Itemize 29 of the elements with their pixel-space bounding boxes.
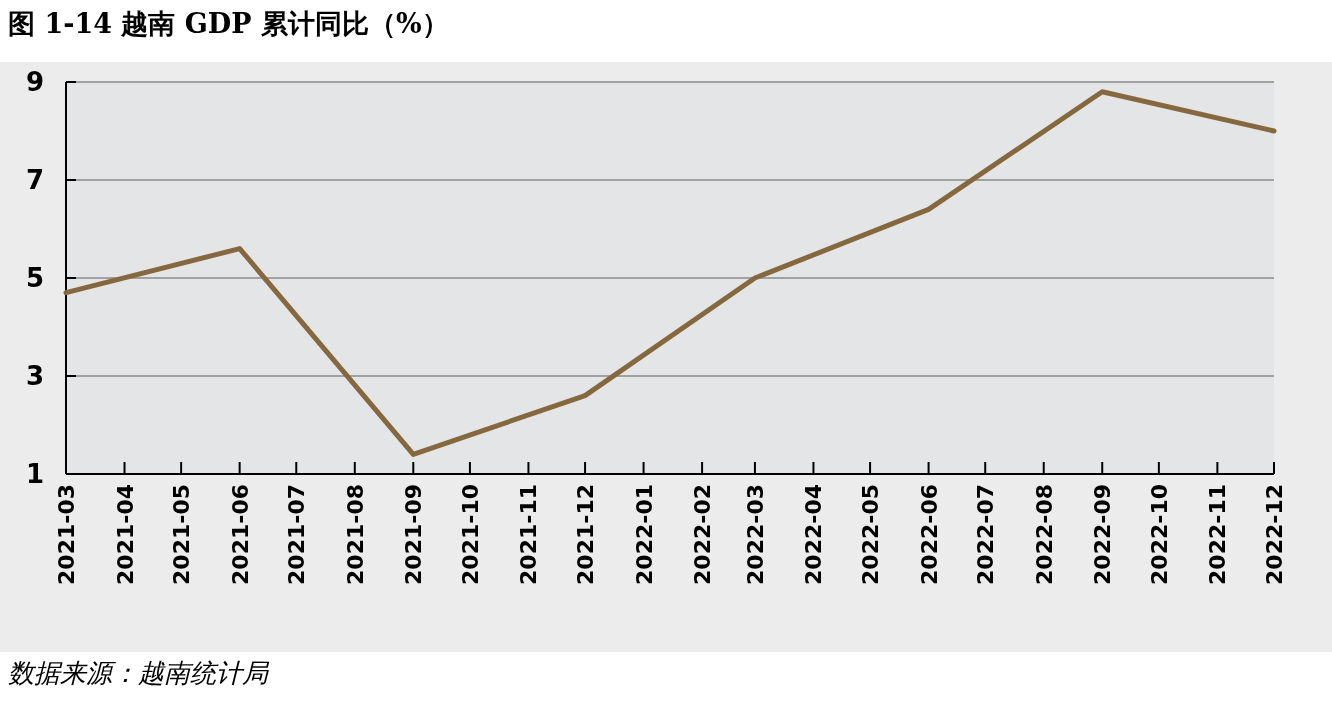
x-tick-label: 2021-08 (342, 484, 368, 585)
chart-title: 图 1-14 越南 GDP 累计同比（%） (8, 8, 449, 39)
x-tick-label: 2021-10 (457, 484, 483, 585)
x-tick-label: 2022-06 (916, 484, 942, 585)
x-tick-label: 2022-05 (858, 484, 884, 585)
y-tick-label: 1 (25, 459, 44, 489)
x-tick-label: 2022-11 (1205, 484, 1231, 585)
source-note: 数据来源：越南统计局 (8, 658, 270, 688)
x-tick-label: 2022-10 (1146, 484, 1172, 585)
x-tick-label: 2021-09 (401, 484, 427, 585)
x-tick-label: 2022-03 (742, 484, 768, 585)
y-tick-label: 3 (25, 361, 44, 391)
y-tick-label: 9 (25, 67, 44, 97)
x-tick-label: 2021-03 (54, 484, 79, 585)
x-tick-label: 2021-05 (169, 484, 195, 585)
x-tick-label: 2022-04 (801, 484, 827, 585)
x-tick-label: 2021-11 (516, 484, 542, 585)
x-tick-label: 2021-12 (573, 484, 599, 585)
x-tick-label: 2022-07 (973, 484, 999, 585)
x-tick-label: 2022-12 (1262, 484, 1287, 585)
x-tick-label: 2022-02 (690, 484, 716, 585)
y-tick-label: 7 (25, 165, 44, 195)
x-tick-label: 2022-08 (1031, 484, 1057, 585)
x-tick-label: 2021-04 (112, 484, 138, 585)
y-tick-label: 5 (25, 263, 44, 293)
x-tick-label: 2022-09 (1090, 484, 1116, 585)
x-tick-label: 2021-07 (284, 484, 310, 585)
x-tick-label: 2022-01 (631, 484, 657, 585)
x-tick-label: 2021-06 (227, 484, 253, 585)
